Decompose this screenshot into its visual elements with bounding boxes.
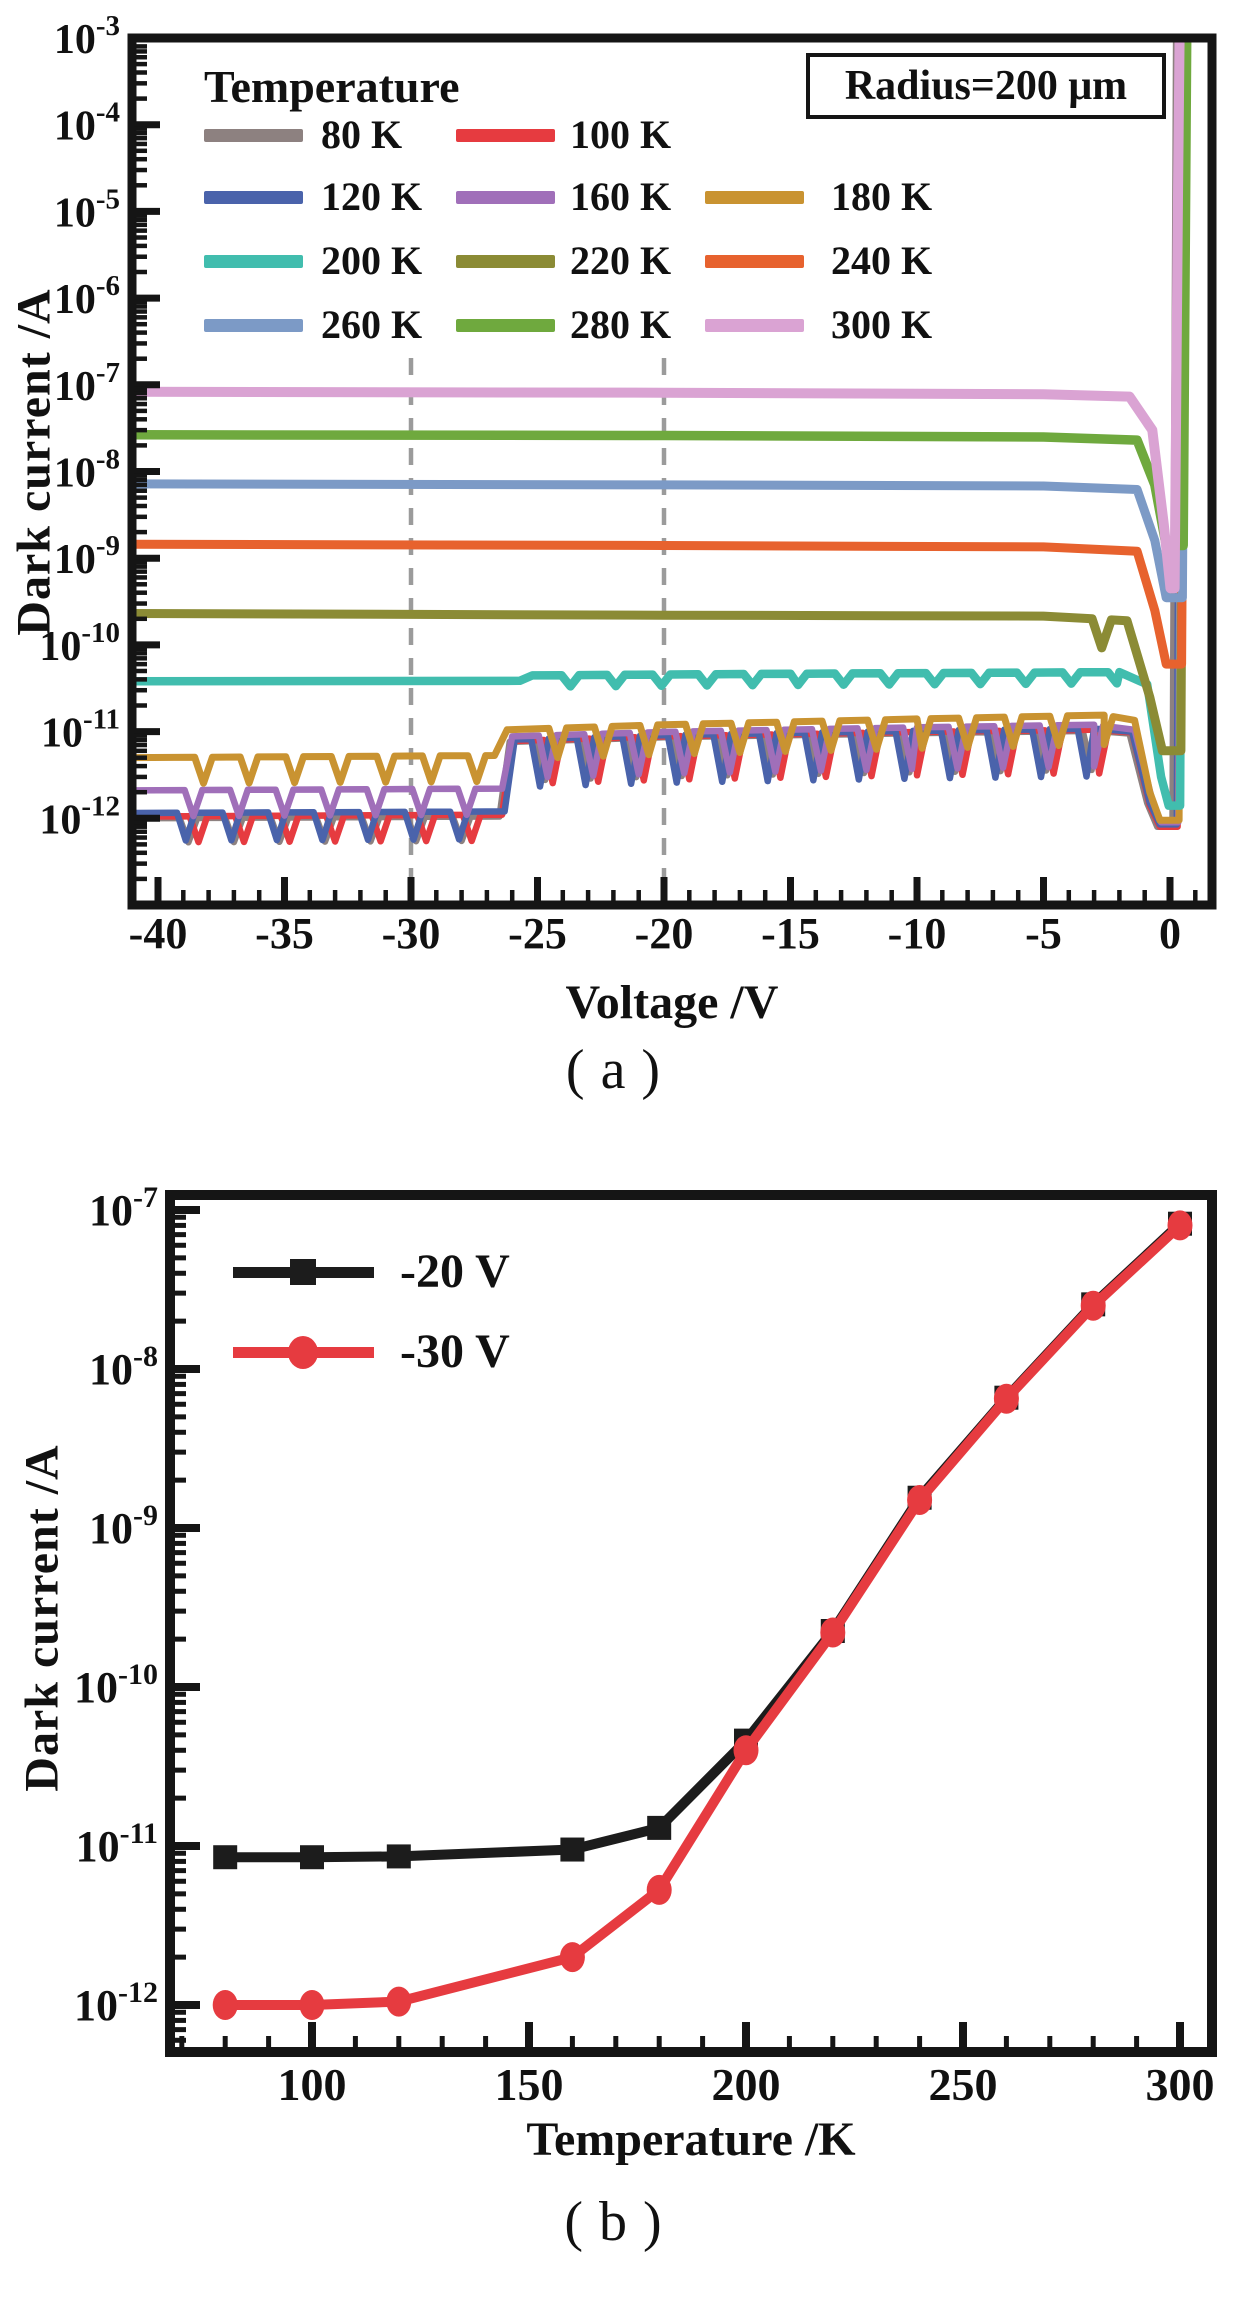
x-tick-label: 150	[495, 2059, 564, 2110]
y-tick-label: 10-8	[54, 444, 120, 497]
legend-swatch-200-K	[204, 255, 303, 268]
x-tick-label: -40	[129, 909, 188, 958]
y-tick-label: 10-8	[89, 1340, 158, 1394]
series--20-V-marker	[386, 1844, 411, 1869]
legend-swatch-300-K	[705, 319, 804, 332]
x-tick-label: -35	[255, 909, 314, 958]
legend-label-160-K: 160 K	[570, 174, 672, 219]
legend-swatch-80-K	[204, 129, 303, 142]
legend-label-240-K: 240 K	[831, 238, 933, 283]
series--30-V-marker	[907, 1485, 933, 1516]
x-tick-label: 0	[1159, 909, 1181, 958]
legend-label-120-K: 120 K	[321, 174, 423, 219]
y-tick-label: 10-7	[89, 1181, 158, 1235]
chart-a-y-axis-title: Dark current /A	[7, 288, 61, 636]
y-tick-label: 10-4	[54, 97, 120, 150]
legend-swatch-240-K	[705, 255, 804, 268]
legend-swatch-180-K	[705, 191, 804, 204]
series--30-V-marker	[820, 1617, 846, 1648]
chart-a-x-axis-title: Voltage /V	[565, 976, 779, 1029]
x-tick-label: -30	[382, 909, 441, 958]
legend-label--20-V: -20 V	[400, 1245, 510, 1298]
series-260-K-line	[132, 38, 1191, 603]
series--30-V-marker	[1080, 1290, 1106, 1321]
series-group	[132, 38, 1192, 846]
legend-label-260-K: 260 K	[321, 302, 423, 347]
legend-label--30-V: -30 V	[400, 1325, 510, 1378]
chart-b-x-axis-title: Temperature /K	[526, 2113, 856, 2166]
y-tick-label: 10-9	[89, 1499, 158, 1553]
chart-a-canvas: -40 -35 -30 -25 -20 -15 -10 -5 0 10-3 10-4 10-5 10-6…	[39, 10, 1217, 958]
y-tick-label: 10-9	[54, 530, 120, 583]
legend-label-280-K: 280 K	[570, 302, 672, 347]
y-tick-label: 10-11	[76, 1817, 158, 1871]
y-tick-label: 10-3	[54, 10, 120, 63]
series--30-V-marker	[559, 1942, 585, 1973]
panel-a-label: (a)	[565, 1039, 677, 1101]
series--30-V-marker	[1167, 1210, 1193, 1241]
y-tick-label: 10-12	[74, 1976, 158, 2030]
series-280-K-line	[132, 38, 1192, 551]
legend-swatch-160-K	[456, 191, 555, 204]
series-240-K-line	[132, 38, 1190, 669]
y-tick-label: 10-11	[41, 704, 120, 757]
x-tick-label: 300	[1146, 2059, 1215, 2110]
x-tick-label: -5	[1025, 909, 1062, 958]
y-tick-label: 10-10	[74, 1658, 158, 1712]
series--20-V-marker	[300, 1845, 324, 1870]
legend-swatch-260-K	[204, 319, 303, 332]
series-group	[212, 1210, 1193, 2020]
x-tick-label: -10	[888, 909, 947, 958]
series--30-V-marker	[993, 1383, 1019, 1414]
series--30-V-marker	[646, 1874, 672, 1905]
legend-label-220-K: 220 K	[570, 238, 672, 283]
chart-a-legend-title: Temperature	[204, 61, 460, 112]
legend-swatch-100-K	[456, 129, 555, 142]
legend-swatch-280-K	[456, 319, 555, 332]
x-tick-label: 100	[278, 2059, 347, 2110]
series-300-K-line	[132, 38, 1185, 594]
legend-label-300-K: 300 K	[831, 302, 933, 347]
series-220-K-line	[132, 38, 1189, 756]
series--20-V-marker	[560, 1837, 585, 1862]
legend-label-80-K: 80 K	[321, 112, 403, 157]
x-tick-label: -25	[508, 909, 567, 958]
plot-border	[165, 1190, 1217, 2057]
series--30-V-line	[220, 1220, 1185, 2010]
series--30-V-marker	[299, 1990, 325, 2020]
legend-marker--30-V	[288, 1336, 318, 1369]
series-180-K-line	[132, 38, 1187, 824]
series-200-K-line	[132, 38, 1188, 810]
x-tick-label: 200	[712, 2059, 781, 2110]
series--20-V-marker	[647, 1815, 672, 1840]
y-tick-label: 10-12	[39, 790, 120, 843]
plot-border	[127, 33, 1217, 910]
x-tick-label: -15	[761, 909, 820, 958]
legend-swatch-220-K	[456, 255, 555, 268]
y-tick-label: 10-7	[54, 357, 120, 410]
series--30-V-marker	[386, 1986, 412, 2017]
series--30-V-marker	[733, 1735, 759, 1766]
radius-annotation-box: Radius=200 μm	[806, 53, 1166, 119]
x-tick-label: 250	[929, 2059, 998, 2110]
y-tick-label: 10-5	[54, 183, 120, 236]
series--20-V-line	[220, 1218, 1185, 1863]
y-tick-label: 10-10	[39, 617, 120, 670]
panel-b-label: (b)	[564, 2191, 678, 2253]
chart-b-canvas: 100 150 200 250 300 10-7 10-8 10-9 10-10 10-11 10-…	[74, 1181, 1217, 2110]
legend-swatch-120-K	[204, 191, 303, 204]
series--30-V-marker	[212, 1990, 238, 2020]
chart-b-y-axis-title: Dark current /A	[15, 1444, 69, 1792]
legend-label-200-K: 200 K	[321, 238, 423, 283]
y-tick-label: 10-6	[54, 270, 120, 323]
legend-label-180-K: 180 K	[831, 174, 933, 219]
legend-label-100-K: 100 K	[570, 112, 672, 157]
legend-marker--20-V	[290, 1259, 316, 1285]
series--20-V-marker	[213, 1845, 238, 1870]
x-tick-label: -20	[635, 909, 694, 958]
